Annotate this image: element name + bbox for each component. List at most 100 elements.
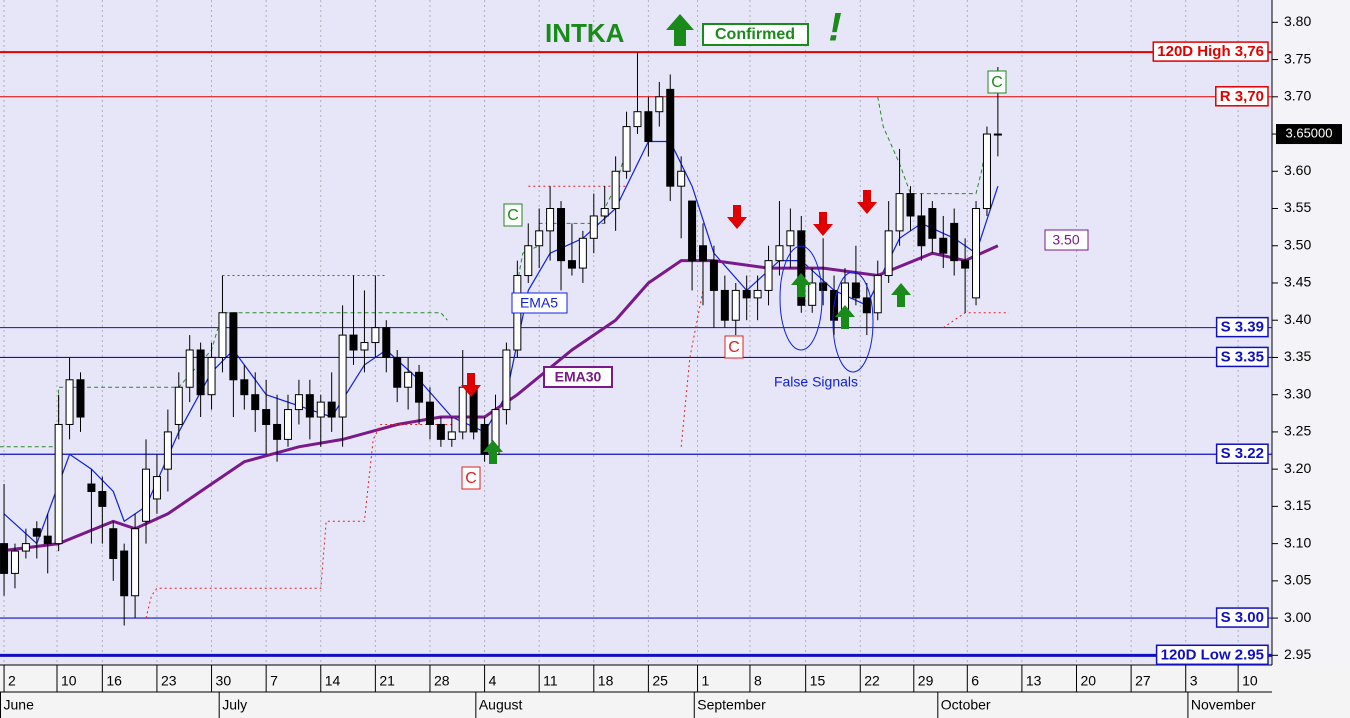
candle-body xyxy=(546,208,555,232)
month-label: June xyxy=(4,697,35,713)
candle-body xyxy=(327,401,336,418)
candle-body xyxy=(731,289,740,321)
x-tick-label: 27 xyxy=(1135,673,1151,689)
candle-body xyxy=(262,409,271,425)
level-label-box xyxy=(1215,86,1269,107)
x-tick-label: 21 xyxy=(379,673,395,689)
candle-body xyxy=(305,394,314,418)
last-price-box xyxy=(1276,124,1342,145)
y-tick-label: 3.20 xyxy=(1284,460,1311,476)
month-label: October xyxy=(941,697,991,713)
candle-body xyxy=(502,349,511,411)
candle-body xyxy=(775,245,784,262)
x-tick-label: 3 xyxy=(1190,673,1198,689)
candle-body xyxy=(961,260,970,269)
y-tick-label: 3.45 xyxy=(1284,274,1311,290)
signal-c: C xyxy=(507,207,519,224)
candle-body xyxy=(611,170,620,210)
candle-body xyxy=(371,327,380,344)
x-tick-label: 6 xyxy=(971,673,979,689)
x-tick-label: 22 xyxy=(864,673,880,689)
x-tick-label: 10 xyxy=(61,673,77,689)
candle-body xyxy=(294,394,303,411)
y-tick-label: 3.75 xyxy=(1284,50,1311,66)
month-label: November xyxy=(1191,697,1256,713)
candle-body xyxy=(677,170,686,187)
candle-body xyxy=(939,237,948,254)
candle-body xyxy=(10,550,19,574)
candle-body xyxy=(349,334,358,351)
candle-body xyxy=(196,349,205,396)
buy-arrow xyxy=(483,440,503,464)
x-tick-label: 18 xyxy=(598,673,614,689)
candle-body xyxy=(54,423,63,545)
candle-body xyxy=(87,483,96,492)
candle-body xyxy=(917,215,926,247)
ema30-value-box xyxy=(1044,229,1089,251)
candle-body xyxy=(982,133,991,210)
candle-body xyxy=(644,111,653,142)
candle-body xyxy=(928,208,937,239)
candle-body xyxy=(218,312,227,358)
level-label-box xyxy=(1215,346,1269,368)
sell-arrow xyxy=(813,212,833,236)
month-label: August xyxy=(479,697,523,713)
x-tick-label: 8 xyxy=(754,673,762,689)
badge: Confirmed xyxy=(715,26,795,43)
ema30-label: EMA30 xyxy=(555,369,602,385)
candle-body xyxy=(578,237,587,269)
false-signal-ring xyxy=(779,245,823,351)
candle-body xyxy=(43,535,52,545)
indicator-line xyxy=(0,244,999,553)
candle-body xyxy=(557,208,566,262)
buy-arrow xyxy=(891,283,911,307)
y-axis-area xyxy=(1272,0,1350,665)
level-label: R 3,70 xyxy=(1220,88,1264,105)
up-arrow-icon xyxy=(666,14,694,46)
y-tick-label: 3.80 xyxy=(1284,13,1311,29)
buy-arrow xyxy=(835,305,855,329)
candle-body xyxy=(229,312,238,381)
level-label-box xyxy=(1215,443,1269,464)
candle-body xyxy=(404,371,413,388)
candle-body xyxy=(567,260,576,269)
y-tick-label: 3.00 xyxy=(1284,609,1311,625)
candle-body xyxy=(480,423,489,455)
candle-body xyxy=(273,423,282,440)
candle-body xyxy=(524,245,533,277)
candle-body xyxy=(906,193,915,217)
candle-body xyxy=(600,208,609,217)
candle-body xyxy=(742,289,751,299)
layer xyxy=(0,0,1272,665)
candle-body xyxy=(666,88,675,187)
y-tick-label: 3.55 xyxy=(1284,199,1311,215)
x-tick-label: 16 xyxy=(106,673,122,689)
candle-body xyxy=(895,193,904,232)
y-tick-label: 3.25 xyxy=(1284,423,1311,439)
signal-box xyxy=(461,466,481,490)
last-price-label: 3.65000 xyxy=(1286,125,1333,140)
candle-body xyxy=(808,282,817,306)
y-tick-label: 3.70 xyxy=(1284,88,1311,104)
candle-body xyxy=(98,490,107,507)
candle-body xyxy=(972,208,981,299)
badge-box xyxy=(702,23,809,46)
x-tick-label: 30 xyxy=(216,673,232,689)
ema30-box xyxy=(543,366,613,388)
level-label: 120D Low 2.95 xyxy=(1161,646,1264,663)
level-label-box xyxy=(1215,316,1269,338)
level-label: 120D High 3,76 xyxy=(1157,43,1264,60)
candle-body xyxy=(174,386,183,425)
candle-body xyxy=(251,394,260,411)
level-label: S 3.35 xyxy=(1221,348,1264,365)
x-tick-label: 14 xyxy=(325,673,341,689)
x-tick-label: 29 xyxy=(918,673,934,689)
level-label-box xyxy=(1155,644,1269,666)
candle-body xyxy=(120,550,129,597)
level-label-box xyxy=(1215,607,1269,628)
signal-c: C xyxy=(465,470,477,487)
x-tick-label: 7 xyxy=(270,673,278,689)
candle-body xyxy=(447,431,456,440)
candle-body xyxy=(283,409,292,440)
candle-body xyxy=(109,528,118,560)
